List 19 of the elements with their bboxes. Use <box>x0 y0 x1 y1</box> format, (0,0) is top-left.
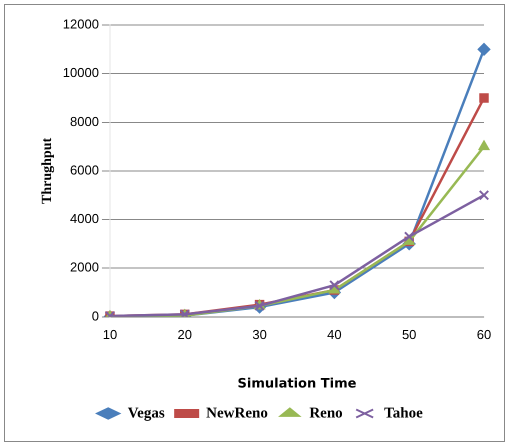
x-tick-label: 30 <box>252 327 267 342</box>
legend-label: Tahoe <box>384 405 424 422</box>
y-tick-label: 2000 <box>70 260 99 275</box>
x-axis-title: Simulation Time <box>238 376 357 392</box>
y-axis-title: Thrughput <box>40 137 56 204</box>
y-tick-label: 6000 <box>70 162 99 178</box>
x-tick-label: 20 <box>178 327 192 342</box>
x-tick-label: 50 <box>402 327 416 342</box>
y-tick-label: 10000 <box>62 65 99 80</box>
legend-label: NewReno <box>206 405 268 422</box>
x-tick-label: 60 <box>476 327 492 342</box>
y-tick-label: 0 <box>92 308 99 324</box>
y-tick-label: 8000 <box>70 114 99 129</box>
legend-label: Vegas <box>128 405 165 422</box>
y-tick-label: 12000 <box>62 16 99 32</box>
legend-label: Reno <box>309 405 343 422</box>
y-tick-label: 4000 <box>70 211 99 226</box>
x-tick-label: 40 <box>327 327 342 342</box>
x-tick-label: 10 <box>102 327 118 342</box>
